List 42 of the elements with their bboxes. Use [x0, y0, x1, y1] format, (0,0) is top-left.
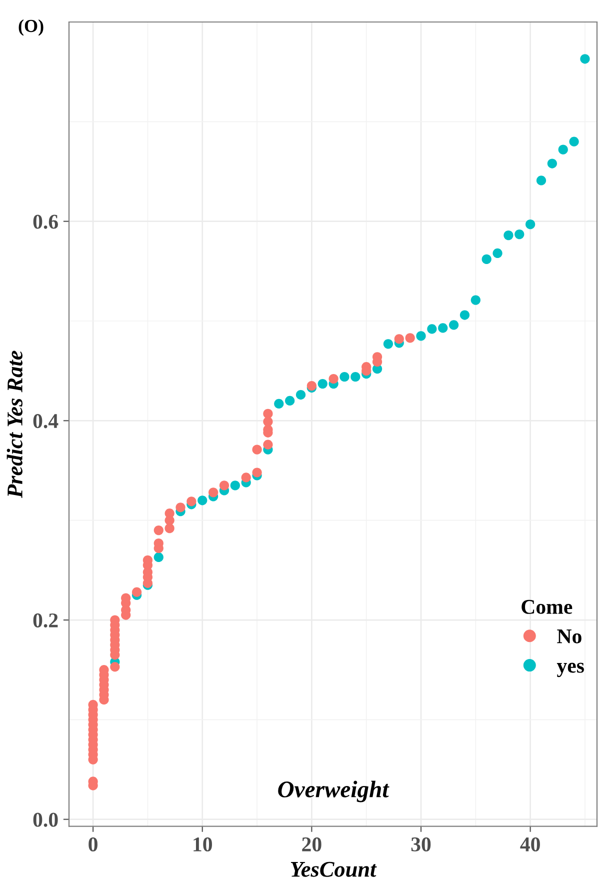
point [198, 496, 208, 506]
point [460, 310, 470, 320]
point [547, 158, 557, 168]
point [448, 320, 459, 330]
y-tick-label: 0.0 [33, 812, 58, 827]
point [154, 552, 164, 562]
point [318, 378, 328, 389]
point [285, 396, 295, 406]
y-tick-label: 0.2 [33, 613, 58, 628]
point [536, 176, 546, 186]
point [416, 331, 426, 341]
legend-label: yes [556, 662, 584, 678]
point [482, 254, 492, 264]
y-tick-label: 0.6 [33, 214, 58, 229]
x-tick-label: 40 [520, 837, 540, 852]
x-tick-label: 10 [194, 837, 212, 852]
point [526, 220, 536, 230]
point [296, 390, 306, 400]
point [504, 230, 514, 240]
x-tick-label: 0 [88, 837, 98, 852]
annotation: Overweight [278, 780, 390, 802]
legend-label: No [557, 630, 582, 644]
point [340, 372, 350, 382]
point [514, 229, 524, 240]
x-tick-label: 30 [411, 837, 431, 852]
point [492, 248, 502, 258]
chart-title: (O) [18, 19, 44, 36]
y-axis-title: Predict Yes Rate [6, 350, 22, 498]
point [470, 295, 480, 305]
point [569, 136, 579, 146]
point [558, 144, 568, 154]
point [230, 480, 240, 490]
legend-title: Come [522, 600, 572, 614]
x-tick-label: 20 [302, 837, 322, 852]
point [438, 323, 448, 333]
y-tick-label: 0.4 [33, 414, 58, 428]
point [383, 339, 394, 349]
point [350, 372, 360, 382]
x-axis-title: YesCount [290, 862, 377, 877]
point [580, 54, 590, 64]
point [274, 398, 284, 409]
point [427, 324, 437, 334]
